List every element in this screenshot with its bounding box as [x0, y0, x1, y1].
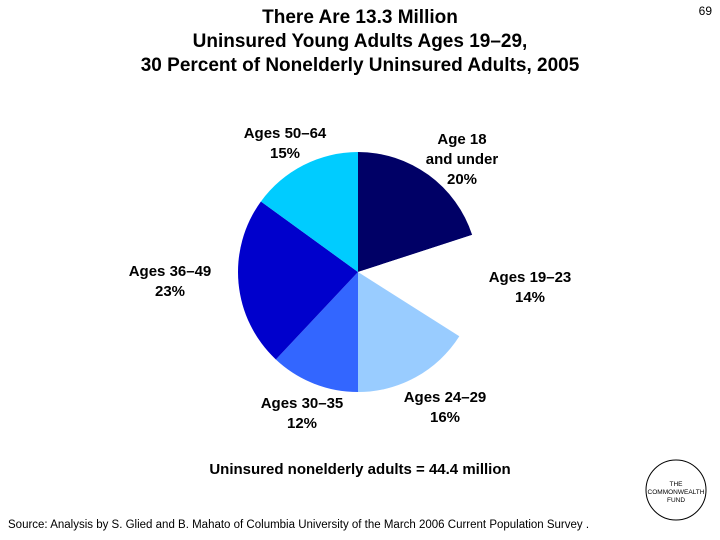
- source: Source: Analysis by S. Glied and B. Maha…: [8, 519, 590, 531]
- value-label: 15%: [269, 145, 301, 162]
- slice-label: Ages 24–29 16%: [375, 388, 515, 428]
- category-label: Ages 24–29: [403, 389, 487, 406]
- logo: THE COMMONWEALTH FUND: [647, 481, 705, 504]
- value-label: 16%: [429, 409, 461, 426]
- value-label: 20%: [446, 171, 478, 188]
- pie-slice: [358, 272, 460, 392]
- note: Uninsured nonelderly adults = 44.4 milli…: [209, 461, 511, 478]
- logo-ring: [645, 459, 707, 521]
- pie-slice: [260, 152, 358, 272]
- category-label: Ages 30–35: [260, 395, 344, 412]
- pie-slice: [238, 201, 358, 360]
- category-label: Ages 36–49: [128, 263, 212, 280]
- category-label: Ages 50–64: [243, 125, 327, 142]
- pie-slice: [358, 152, 473, 272]
- value-label: 12%: [286, 415, 318, 432]
- slice-label: Ages 36–49 23%: [100, 262, 240, 302]
- slice-label: Ages 19–23 14%: [460, 268, 600, 308]
- slice-label: Age 18 and under 20%: [392, 130, 532, 190]
- page-number: 69: [698, 4, 712, 18]
- pie-slice: [358, 234, 478, 337]
- slice-label: Ages 30–35 12%: [232, 394, 372, 434]
- chart-title: There Are 13.3 Million Uninsured Young A…: [140, 7, 580, 76]
- value-label: 14%: [514, 289, 546, 306]
- value-label: 23%: [154, 283, 186, 300]
- slice-label: Ages 50–64 15%: [215, 124, 355, 164]
- pie-slice: [275, 272, 358, 392]
- category-label: Ages 19–23: [488, 269, 572, 286]
- category-label: Age 18 and under: [425, 131, 499, 168]
